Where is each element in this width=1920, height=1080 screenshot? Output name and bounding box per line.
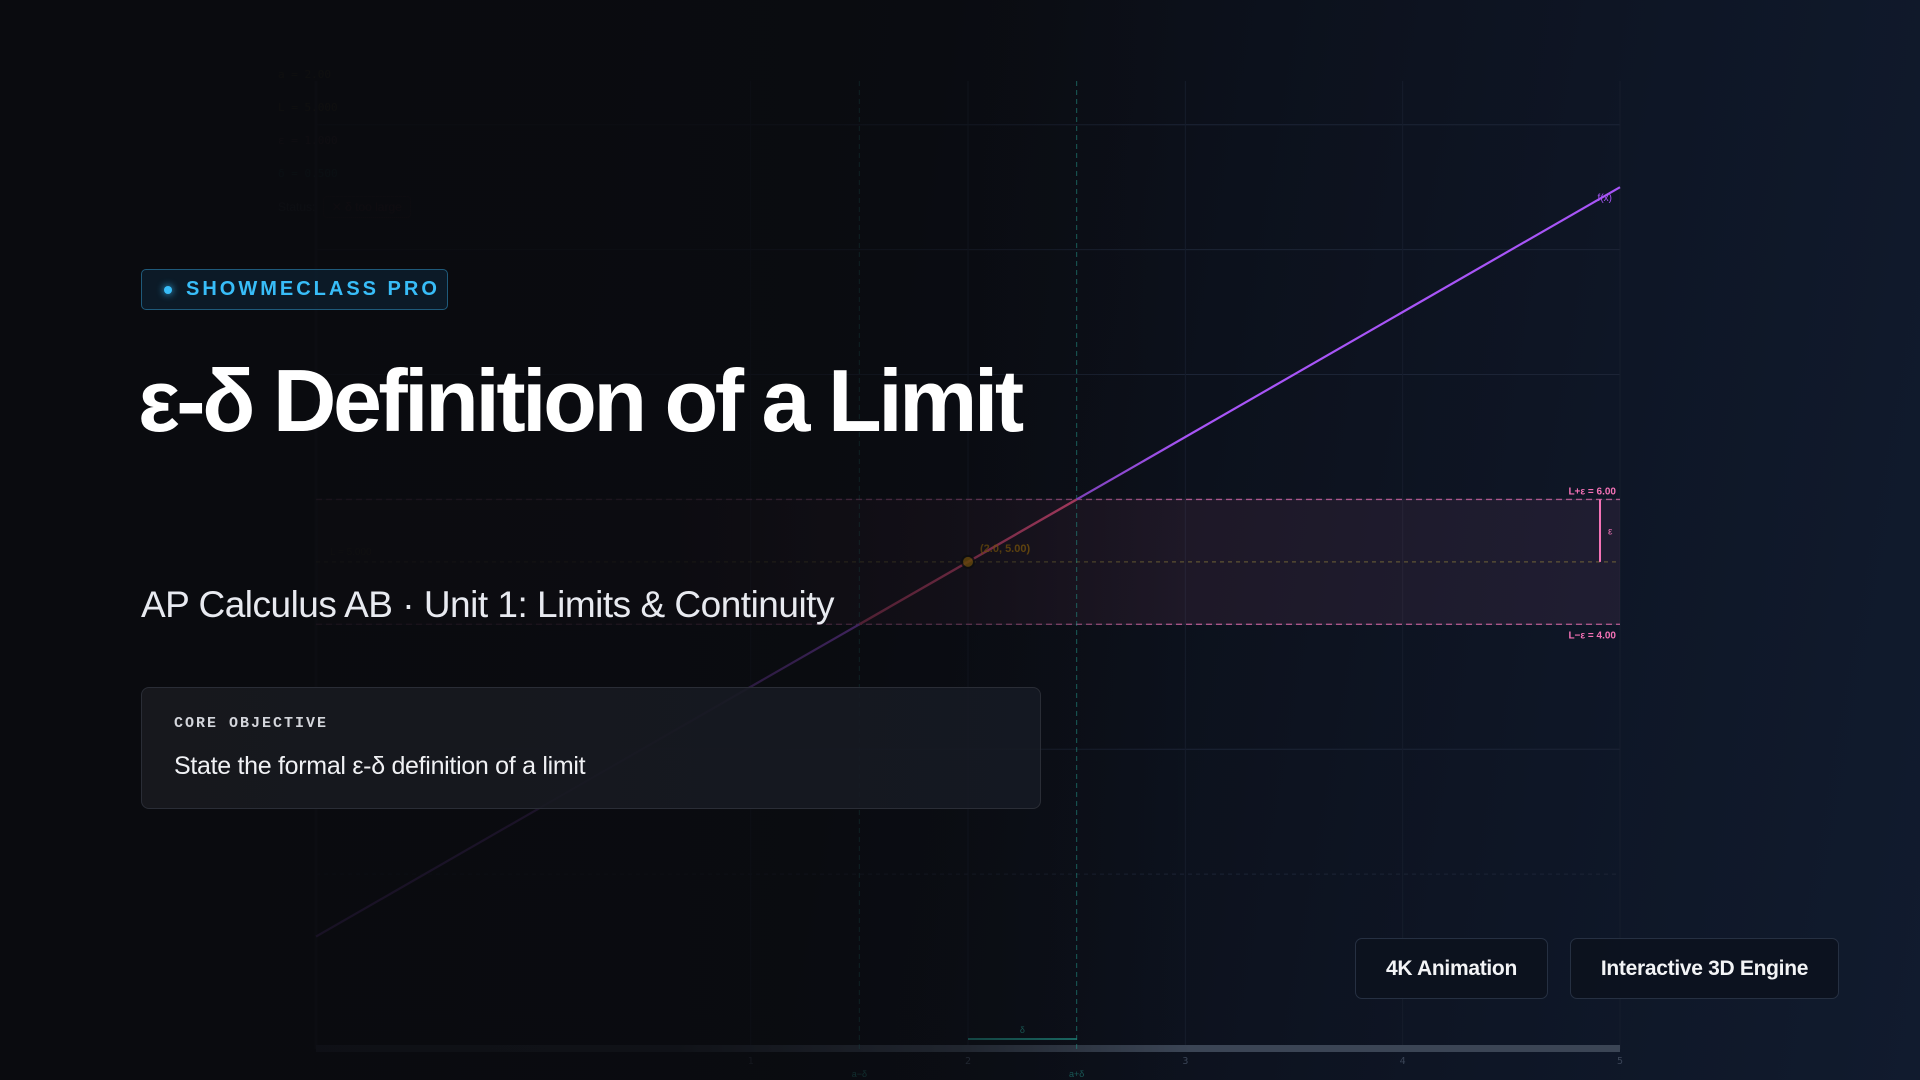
status-badge: ✕ δ too large bbox=[322, 196, 411, 218]
4k-animation-button[interactable]: 4K Animation bbox=[1355, 938, 1548, 999]
delta-bound-label: a+δ bbox=[1069, 1069, 1084, 1079]
objective-text: State the formal ε-δ definition of a lim… bbox=[174, 752, 586, 780]
dot-icon bbox=[164, 285, 172, 294]
delta-bound-label: a−δ bbox=[852, 1069, 867, 1079]
epsilon-label: ε bbox=[1608, 527, 1613, 538]
readout-panel: a = 2.00 L = 5.000 ε = 1.000 δ = 0.500 S… bbox=[278, 68, 438, 218]
x-tick-label: 5 bbox=[1617, 1056, 1623, 1067]
lower-bound-label: L−ε = 4.00 bbox=[1568, 630, 1616, 641]
upper-bound-label: L+ε = 6.00 bbox=[1568, 486, 1616, 497]
x-tick-label: 3 bbox=[1182, 1056, 1188, 1067]
x-tick-label: 4 bbox=[1400, 1056, 1406, 1067]
readout-epsilon: ε = 1.000 bbox=[278, 134, 338, 147]
readout-L: L = 5.000 bbox=[278, 101, 338, 114]
x-axis bbox=[316, 1045, 1620, 1052]
status-label: Status: bbox=[278, 200, 316, 214]
x-tick-label: 2 bbox=[965, 1056, 971, 1067]
brand-label: SHOWMECLASS PRO bbox=[186, 278, 440, 300]
brand-badge: SHOWMECLASS PRO bbox=[141, 269, 448, 310]
interactive-3d-engine-button[interactable]: Interactive 3D Engine bbox=[1570, 938, 1839, 999]
limit-point bbox=[961, 554, 975, 569]
page-title: ε-δ Definition of a Limit bbox=[138, 351, 1024, 450]
objective-label: CORE OBJECTIVE bbox=[174, 715, 329, 732]
readout-a: a = 2.00 bbox=[278, 68, 331, 81]
delta-label: δ bbox=[1020, 1025, 1025, 1035]
readout-status: Status: ✕ δ too large bbox=[278, 196, 438, 218]
page-subtitle: AP Calculus AB · Unit 1: Limits & Contin… bbox=[141, 584, 834, 625]
point-label: (2.0, 5.00) bbox=[980, 543, 1030, 555]
x-tick-label: 1 bbox=[748, 1056, 754, 1067]
curve-label: f(x) bbox=[1598, 193, 1612, 204]
limit-label: L = 5.000 bbox=[330, 547, 372, 558]
objective-card: CORE OBJECTIVE State the formal ε-δ defi… bbox=[141, 687, 1041, 809]
